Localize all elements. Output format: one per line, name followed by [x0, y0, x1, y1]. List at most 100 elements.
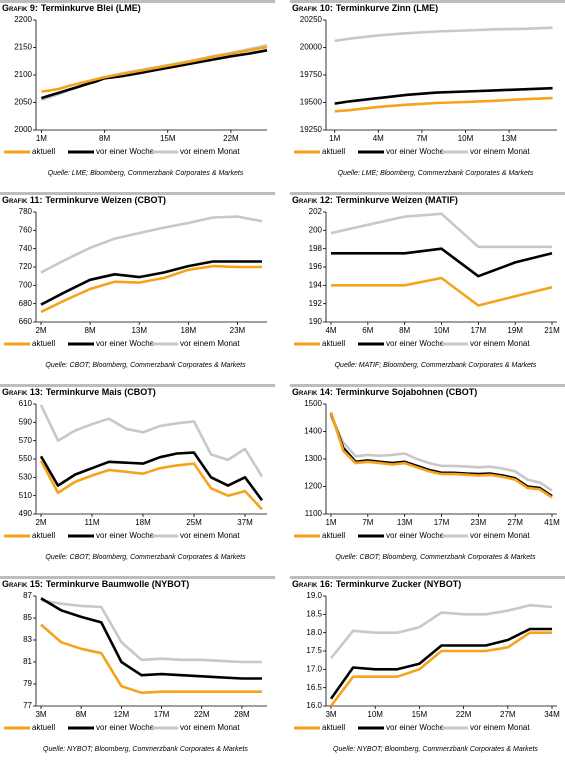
x-tick-label: 8M: [76, 710, 87, 719]
x-tick-label: 18M: [181, 326, 197, 335]
y-tick-label: 1300: [304, 454, 322, 463]
series-line: [40, 260, 262, 306]
y-tick-label: 18.5: [306, 609, 322, 618]
x-tick-label: 27M: [507, 518, 523, 527]
y-tick-label: 2000: [14, 125, 32, 134]
y-tick-label: 202: [309, 207, 323, 216]
x-tick-label: 23M: [471, 518, 487, 527]
series-line: [329, 603, 553, 660]
y-tick-label: 200: [309, 225, 323, 234]
series-line: [330, 212, 552, 249]
series-line: [41, 49, 268, 100]
legend-label: vor einer Woche: [386, 723, 445, 732]
y-tick-label: 530: [19, 472, 33, 481]
legend-label: aktuell: [322, 147, 345, 156]
y-tick-label: 16.5: [306, 683, 322, 692]
title-text: Terminkurve Weizen (CBOT): [45, 195, 166, 205]
y-tick-label: 19.0: [306, 591, 322, 600]
title-text: Terminkurve Baumwolle (NYBOT): [46, 579, 189, 589]
y-tick-label: 198: [309, 244, 323, 253]
series-line: [39, 404, 264, 478]
y-tick-label: 1100: [305, 509, 323, 518]
y-tick-label: 2050: [14, 98, 32, 107]
x-tick-label: 1M: [36, 134, 47, 143]
chart-title: Grafik 12: Terminkurve Weizen (MATIF): [292, 195, 458, 205]
source-note: Quelle: NYBOT; Bloomberg, Commerzbank Co…: [333, 746, 538, 753]
x-tick-label: 1M: [325, 518, 336, 527]
x-tick-label: 41M: [544, 518, 560, 527]
x-tick-label: 8M: [99, 134, 110, 143]
y-tick-label: 550: [19, 454, 33, 463]
legend-label: vor einem Monat: [180, 531, 240, 540]
y-tick-label: 19250: [300, 125, 323, 134]
series-line: [39, 451, 264, 502]
title-text: Terminkurve Sojabohnen (CBOT): [336, 387, 477, 397]
x-tick-label: 22M: [456, 710, 472, 719]
y-tick-label: 700: [19, 280, 33, 289]
y-tick-label: 590: [19, 417, 33, 426]
legend-label: aktuell: [32, 531, 55, 540]
y-tick-label: 192: [309, 299, 323, 308]
series-line: [329, 415, 553, 492]
y-tick-label: 17.5: [306, 646, 322, 655]
series-line: [40, 215, 263, 274]
x-tick-label: 13M: [131, 326, 147, 335]
chart-title: Grafik 10: Terminkurve Zinn (LME): [292, 3, 438, 13]
x-tick-label: 10M: [434, 326, 450, 335]
series-line: [329, 627, 552, 700]
x-tick-label: 6M: [362, 326, 373, 335]
y-tick-label: 1400: [304, 427, 322, 436]
series-line: [40, 623, 262, 695]
legend-label: vor einer Woche: [96, 531, 155, 540]
legend-label: aktuell: [32, 147, 55, 156]
x-tick-label: 19M: [507, 326, 523, 335]
title-label: Grafik 12:: [292, 195, 333, 205]
x-tick-label: 15M: [160, 134, 176, 143]
x-tick-label: 27M: [500, 710, 516, 719]
y-tick-label: 570: [19, 436, 33, 445]
series-line: [40, 599, 262, 664]
legend-label: vor einer Woche: [96, 147, 155, 156]
legend-label: vor einem Monat: [180, 147, 240, 156]
source-note: Quelle: MATIF; Bloomberg, Commerzbank Co…: [335, 362, 537, 369]
title-text: Terminkurve Mais (CBOT): [46, 387, 156, 397]
chart-title: Grafik 9: Terminkurve Blei (LME): [2, 3, 141, 13]
y-tick-label: 87: [23, 591, 32, 600]
x-tick-label: 3M: [35, 710, 46, 719]
title-label: Grafik 13:: [2, 387, 43, 397]
legend-label: vor einem Monat: [470, 147, 530, 156]
legend-label: vor einer Woche: [96, 339, 155, 348]
series-line: [334, 86, 553, 105]
x-tick-label: 22M: [223, 134, 239, 143]
x-tick-label: 10M: [458, 134, 474, 143]
x-tick-label: 28M: [234, 710, 250, 719]
x-tick-label: 2M: [35, 326, 46, 335]
legend-label: vor einem Monat: [470, 531, 530, 540]
y-tick-label: 83: [23, 635, 32, 644]
series-line: [334, 96, 553, 113]
x-tick-label: 13M: [397, 518, 413, 527]
y-tick-label: 760: [19, 225, 33, 234]
series-line: [334, 26, 553, 43]
x-tick-label: 4M: [325, 326, 336, 335]
y-tick-label: 196: [309, 262, 323, 271]
y-tick-label: 720: [19, 262, 33, 271]
source-note: Quelle: CBOT; Bloomberg, Commerzbank Cor…: [45, 362, 246, 369]
y-tick-label: 17.0: [306, 664, 322, 673]
y-tick-label: 510: [19, 491, 33, 500]
x-tick-label: 13M: [501, 134, 517, 143]
title-label: Grafik 10:: [292, 3, 333, 13]
x-tick-label: 25M: [186, 518, 202, 527]
source-note: Quelle: NYBOT; Bloomberg, Commerzbank Co…: [43, 746, 248, 753]
legend-label: vor einem Monat: [180, 723, 240, 732]
y-tick-label: 2100: [14, 70, 32, 79]
x-tick-label: 12M: [114, 710, 130, 719]
legend-label: vor einer Woche: [386, 147, 445, 156]
series-line: [329, 631, 552, 707]
x-tick-label: 7M: [362, 518, 373, 527]
y-tick-label: 20250: [300, 15, 323, 24]
source-note: Quelle: CBOT; Bloomberg, Commerzbank Cor…: [335, 554, 536, 561]
y-tick-label: 79: [23, 679, 32, 688]
legend-label: aktuell: [32, 723, 55, 732]
y-tick-label: 85: [23, 613, 32, 622]
